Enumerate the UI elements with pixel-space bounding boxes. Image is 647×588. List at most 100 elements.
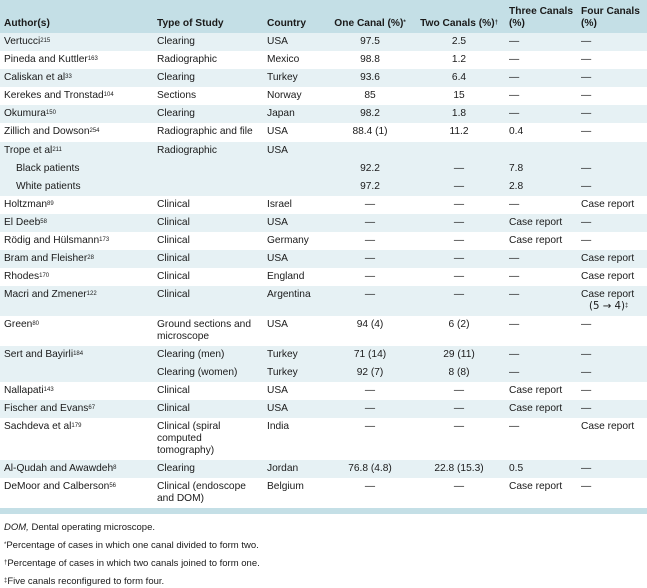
cell-three-canals: — <box>505 286 577 316</box>
cell-four-canals: — <box>577 160 647 178</box>
header-three-canals: Three Canals (%) <box>505 0 577 33</box>
cell-country: England <box>267 271 305 282</box>
cell-three-canals: Case report <box>505 214 577 232</box>
cell-four-canals: Case report <box>581 421 635 432</box>
cell-three-canals: — <box>505 33 577 51</box>
cell-four-canals: Case report <box>577 250 647 268</box>
reference-number: 80 <box>32 321 40 327</box>
cell-two-canals: 22.8 (15.3) <box>413 460 505 478</box>
cell-country: Turkey <box>263 364 327 382</box>
cell-author: Black patients <box>0 160 153 178</box>
cell-country: Turkey <box>263 346 327 364</box>
cell-four-canals <box>577 141 647 160</box>
cell-country: India <box>267 421 290 432</box>
cell-country: Germany <box>267 235 309 246</box>
cell-author: Al-Qudah and Awawdeh8 <box>0 460 153 478</box>
cell-study: Radiographic and file <box>157 126 253 137</box>
reference-number: 211 <box>52 147 62 153</box>
footnote-dagger: †Percentage of cases in which two canals… <box>4 558 260 569</box>
cell-country: USA <box>267 385 288 396</box>
cell-author: Kerekes and Tronstad104 <box>4 90 114 101</box>
cell-country: Turkey <box>263 69 327 87</box>
cell-two-canals: — <box>413 214 505 232</box>
table-row: Holtzman89 Clinical Israel — — — Case report <box>0 196 647 214</box>
cell-author: Nallapati143 <box>4 385 54 396</box>
cell-four-canals: Case report (5 → 4)‡ <box>577 286 647 316</box>
cell-three-canals: Case report <box>509 385 563 396</box>
cell-author: Caliskan et al33 <box>0 69 153 87</box>
cell-two-canals: 1.8 <box>413 105 505 123</box>
table-row: Fischer and Evans67 Clinical USA — — Case rep… <box>0 400 647 418</box>
footnote-star: *Percentage of cases in which one canal … <box>4 540 259 551</box>
cell-study: Clinical <box>153 214 263 232</box>
cell-one-canal: 71 (14) <box>327 346 413 364</box>
cell-country: Israel <box>267 199 292 210</box>
header-country: Country <box>263 0 327 33</box>
reference-number: 89 <box>47 201 54 207</box>
cell-one-canal: — <box>364 421 376 432</box>
cell-one-canal: — <box>364 271 376 282</box>
table-row: Macri and Zmener122 Clinical Argentina — — — C… <box>0 286 647 316</box>
cell-country: Norway <box>267 90 302 101</box>
cell-author: Macri and Zmener122 <box>0 286 153 316</box>
cell-study: Clinical <box>157 271 190 282</box>
reference-number: 33 <box>65 74 72 80</box>
cell-author <box>0 364 153 382</box>
cell-one-canal: 97.2 <box>327 178 413 196</box>
cell-four-canals: — <box>577 178 647 196</box>
cell-four-canals: — <box>581 319 592 330</box>
reference-number: 58 <box>40 219 47 225</box>
table-bottom-rule <box>0 508 647 514</box>
table-body: Vertucci215 Clearing USA 97.5 2.5— — Pineda an… <box>0 33 647 508</box>
cell-four-canals: — <box>577 105 647 123</box>
footnote-mark: ‡ <box>624 303 629 309</box>
cell-author: Rödig and Hülsmann173 <box>4 235 110 246</box>
cell-two-canals: — <box>413 250 505 268</box>
cell-three-canals: — <box>509 319 520 330</box>
cell-three-canals: — <box>509 54 520 65</box>
cell-three-canals: 0.5 <box>505 460 577 478</box>
table-row: Rödig and Hülsmann173 Clinical Germany — — Ca… <box>0 232 647 250</box>
cell-four-canals: — <box>581 126 592 137</box>
cell-author: Zillich and Dowson254 <box>4 126 100 137</box>
cell-study <box>153 178 263 196</box>
cell-one-canal: 93.6 <box>327 69 413 87</box>
cell-one-canal: 92.2 <box>327 160 413 178</box>
header-row: Author(s) Type of Study Country One Cana… <box>0 0 647 33</box>
table-row: Vertucci215 Clearing USA 97.5 2.5— — <box>0 33 647 51</box>
cell-two-canals: — <box>453 481 465 492</box>
cell-two-canals: 2.5 <box>413 33 505 51</box>
cell-two-canals: 29 (11) <box>413 346 505 364</box>
table-row: Clearing (women) Turkey 92 (7) 8 (8) — — <box>0 364 647 382</box>
cell-study: Clinical (spiral computed tomography) <box>157 421 221 456</box>
cell-study: Clearing (men) <box>153 346 263 364</box>
table-row: Trope et al211 Radiographic USA <box>0 141 647 160</box>
footnote-dom: DOM, Dental operating microscope. <box>4 522 156 533</box>
cell-study: Clinical <box>153 250 263 268</box>
cell-one-canal: 97.5 <box>327 33 413 51</box>
cell-three-canals: — <box>509 271 520 282</box>
cell-study: Clinical <box>157 385 190 396</box>
table-row: El Deeb58 Clinical USA — — Case report — <box>0 214 647 232</box>
cell-four-canals: — <box>577 69 647 87</box>
table-row: Bram and Fleisher28 Clinical USA — — — Case re… <box>0 250 647 268</box>
reference-number: 122 <box>86 291 97 297</box>
reference-number: 215 <box>40 38 51 44</box>
cell-author: El Deeb58 <box>0 214 153 232</box>
cell-two-canals: — <box>453 271 465 282</box>
cell-two-canals: — <box>453 199 465 210</box>
reference-number: 28 <box>87 255 94 261</box>
cell-one-canal: — <box>327 214 413 232</box>
cell-country: USA <box>263 400 327 418</box>
cell-author: Trope et al211 <box>0 141 153 160</box>
cell-two-canals: 11.2 <box>449 126 469 137</box>
cell-four-canals: Case report <box>581 271 635 282</box>
table-row: Rhodes170 Clinical England — — — Case report <box>0 268 647 286</box>
cell-three-canals: 0.4 <box>509 126 524 137</box>
cell-study: Radiographic <box>153 141 263 160</box>
cell-country: Mexico <box>267 54 300 65</box>
reference-number: 67 <box>88 405 96 411</box>
table-row: Al-Qudah and Awawdeh8 Clearing Jordan 76.8 … <box>0 460 647 478</box>
cell-four-canals: — <box>577 364 647 382</box>
cell-three-canals: — <box>505 250 577 268</box>
